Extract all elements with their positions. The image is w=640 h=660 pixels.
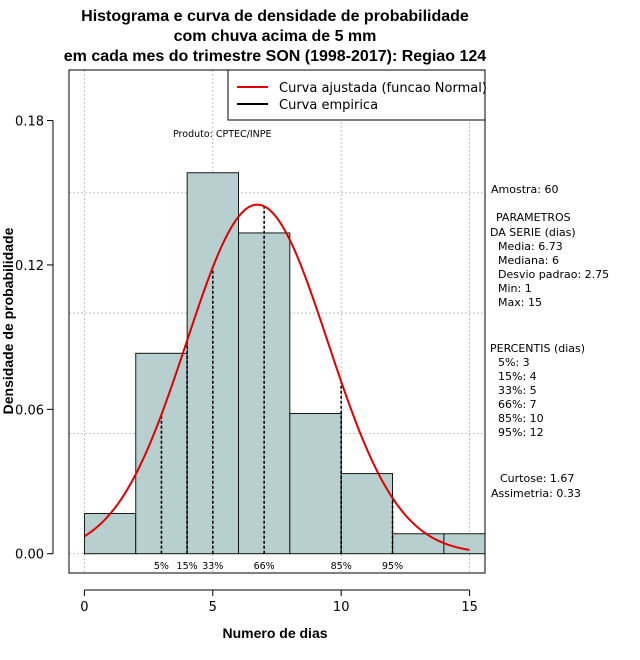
x-tick-label-10: 10 [333,600,350,615]
y-tick-label-1: 0.06 [15,403,44,418]
params-title-1: PARAMETROS [496,211,571,224]
percentile-label-33: 33% [202,561,223,572]
percentile-85: 85%: 10 [498,412,544,425]
percentile-15: 15%: 4 [498,370,537,383]
param-min: Min: 1 [498,282,532,295]
x-axis: 0 5 10 15 [80,589,478,615]
percentile-label-15: 15% [177,561,198,572]
percentiles-title: PERCENTIS (dias) [490,342,585,355]
skewness: Assimetria: 0.33 [491,487,581,500]
histogram-bar-4 [289,412,342,555]
legend-label-fitted: Curva ajustada (funcao Normal) [279,81,487,96]
legend-label-empirical: Curva empirica [279,98,378,113]
percentile-66: 66%: 7 [498,398,537,411]
legend: Curva ajustada (funcao Normal) Curva emp… [227,69,487,121]
percentile-label-66: 66% [254,561,275,572]
sample-size: Amostra: 60 [491,183,558,196]
chart-title-line-2: com chuva acima de 5 mm [174,28,377,45]
normal-curve [83,203,470,551]
y-axis: 0.00 0.06 0.12 0.18 [15,115,54,563]
param-sd: Desvio padrao: 2.75 [498,268,609,281]
param-mean: Media: 6.73 [498,240,563,253]
legend-box [227,69,486,121]
y-tick-label-3: 0.18 [15,115,44,130]
percentile-label-85: 85% [331,561,352,572]
x-tick-label-0: 0 [80,600,88,615]
kurtosis: Curtose: 1.67 [500,472,574,485]
y-tick-label-2: 0.12 [15,259,44,274]
histogram-bar-0 [83,513,137,555]
normal-curve-line [83,203,470,551]
histogram-bar-5 [340,473,394,555]
histogram-bar-7 [443,533,486,555]
percentile-label-95: 95% [382,561,403,572]
x-tick-label-5: 5 [209,600,217,615]
percentile-33: 33%: 5 [498,384,537,397]
histogram-bar-6 [392,533,445,555]
product-annotation: Produto: CPTEC/INPE [173,129,272,140]
chart-title-line-1: Histograma e curva de densidade de proba… [81,8,469,25]
y-axis-title: Densidade de probabilidade [0,227,16,414]
x-axis-title: Numero de dias [222,625,327,641]
percentile-lines: 5% 15% 33% 66% 85% 95% [154,206,403,572]
percentile-95: 95%: 12 [498,426,544,439]
percentile-label-5: 5% [154,561,169,572]
chart-title-line-3: em cada mes do trimestre SON (1998-2017)… [64,48,487,65]
y-tick-label-0: 0.00 [15,548,44,563]
params-title-2: DA SERIE (dias) [490,226,576,239]
x-tick-label-15: 15 [461,600,478,615]
stats-panel: Amostra: 60 PARAMETROS DA SERIE (dias) M… [490,183,609,500]
param-median: Mediana: 6 [498,254,559,267]
param-max: Max: 15 [498,296,542,309]
percentile-5: 5%: 3 [498,356,530,369]
